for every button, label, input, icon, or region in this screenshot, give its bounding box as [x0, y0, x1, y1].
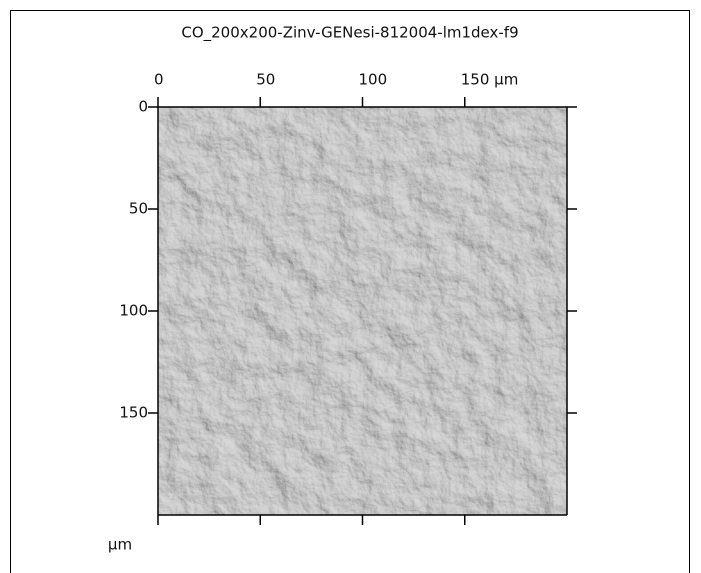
chart: CO_200x200-Zinv-GENesi-812004-lm1dex-f9 …	[0, 0, 701, 573]
chart-title: CO_200x200-Zinv-GENesi-812004-lm1dex-f9	[181, 24, 518, 43]
y-tick-label: 50	[129, 200, 148, 218]
y-tick-label: 0	[138, 98, 148, 116]
y-tick-label: 150	[119, 404, 148, 422]
page: CO_200x200-Zinv-GENesi-812004-lm1dex-f9 …	[0, 0, 701, 573]
y-unit-label: µm	[108, 536, 132, 554]
x-tick-label: 50	[256, 71, 275, 89]
y-tick-label: 100	[119, 302, 148, 320]
surface-image	[158, 107, 567, 515]
x-tick-label: 100	[359, 71, 388, 89]
x-tick-label: 150 µm	[461, 71, 519, 89]
x-tick-label: 0	[154, 71, 164, 89]
